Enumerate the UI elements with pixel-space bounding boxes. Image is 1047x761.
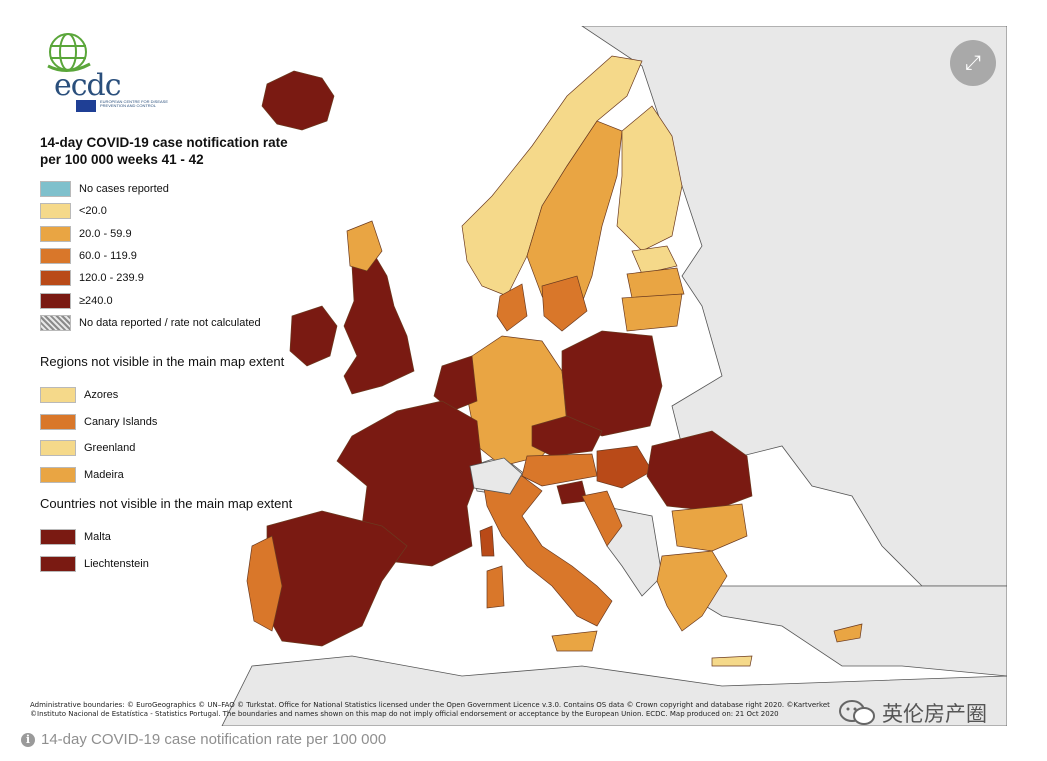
legend-item: 120.0 - 239.9 — [40, 267, 300, 289]
region-sardinia — [486, 565, 505, 609]
region-not-visible-item: Greenland — [40, 435, 300, 462]
legend-item: 60.0 - 119.9 — [40, 245, 300, 267]
countries-not-visible-items: Malta Liechtenstein — [40, 524, 300, 577]
region-portugal — [246, 535, 283, 632]
region-poland — [561, 330, 663, 437]
region-estonia — [631, 245, 678, 275]
region-ireland — [289, 305, 338, 367]
region-sicily — [551, 630, 598, 652]
legend-swatch — [40, 314, 71, 331]
legend-label: <20.0 — [79, 205, 107, 218]
legend-label: No data reported / rate not calculated — [79, 316, 261, 329]
wechat-icon — [839, 700, 875, 725]
region-finland — [616, 105, 683, 252]
legend-item: 20.0 - 59.9 — [40, 223, 300, 245]
region-sweden-south — [541, 275, 588, 332]
country-not-visible-label: Liechtenstein — [84, 557, 149, 570]
europe-map — [221, 26, 1007, 726]
region-not-visible-label: Canary Islands — [84, 415, 158, 428]
legend-label: 120.0 - 239.9 — [79, 272, 144, 285]
map-frame: ecdc EUROPEAN CENTRE FOR DISEASE PREVENT… — [22, 26, 1007, 726]
attribution-line-2: ©Instituto Nacional de Estatística - Sta… — [30, 710, 779, 718]
region-cyprus — [833, 623, 863, 643]
legend-item: ≥240.0 — [40, 289, 300, 311]
region-not-visible-swatch — [40, 466, 76, 483]
watermark-text: 英伦房产圈 — [882, 703, 987, 726]
eu-regions — [246, 55, 863, 667]
region-scotland — [346, 220, 383, 272]
image-caption: i 14-day COVID-19 case notification rate… — [21, 731, 386, 748]
region-uk — [343, 253, 415, 395]
region-not-visible-swatch — [40, 413, 76, 430]
region-romania — [646, 430, 753, 512]
region-slovenia — [556, 480, 588, 505]
legend-swatch — [40, 225, 71, 242]
logo-subtitle: EUROPEAN CENTRE FOR DISEASE PREVENTION A… — [100, 99, 169, 108]
country-not-visible-item: Liechtenstein — [40, 551, 300, 578]
info-icon: i — [21, 732, 35, 747]
legend-item: No data reported / rate not calculated — [40, 312, 300, 334]
region-not-visible-item: Madeira — [40, 462, 300, 489]
region-not-visible-swatch — [40, 387, 76, 404]
region-hungary — [596, 445, 653, 489]
region-latvia — [626, 267, 685, 299]
region-not-visible-label: Azores — [84, 389, 119, 402]
caption-text: 14-day COVID-19 case notification rate p… — [41, 731, 387, 748]
map-legend: 14-day COVID-19 case notification rate p… — [40, 134, 300, 577]
expand-button[interactable]: ⤢ — [950, 40, 996, 86]
country-not-visible-label: Malta — [84, 531, 111, 544]
region-denmark — [496, 283, 528, 332]
legend-swatch — [40, 203, 71, 220]
region-austria — [521, 453, 598, 487]
expand-arrows-icon: ⤢ — [965, 51, 981, 74]
legend-items: No cases reported <20.0 20.0 - 59.9 60.0 - … — [40, 178, 300, 334]
globe-icon — [47, 33, 91, 72]
region-bulgaria — [671, 503, 748, 552]
country-not-visible-swatch — [40, 555, 76, 572]
legend-label: 20.0 - 59.9 — [79, 227, 132, 240]
region-not-visible-swatch — [40, 440, 76, 457]
logo-wordmark: ecdc — [54, 68, 122, 103]
legend-swatch — [40, 248, 71, 265]
region-greece — [656, 550, 728, 632]
countries-not-visible-title: Countries not visible in the main map ex… — [40, 496, 293, 512]
legend-swatch — [40, 181, 71, 198]
attribution-text: Administrative boundaries: © EuroGeograp… — [30, 701, 830, 719]
watermark: 英伦房产圈 — [838, 698, 987, 726]
country-not-visible-item: Malta — [40, 524, 300, 551]
region-croatia — [581, 490, 623, 547]
region-iceland — [261, 70, 335, 131]
legend-label: ≥240.0 — [79, 294, 113, 307]
region-not-visible-item: Canary Islands — [40, 409, 300, 436]
region-italy — [481, 475, 613, 627]
region-corsica — [479, 525, 495, 557]
attribution-line-1: Administrative boundaries: © EuroGeograp… — [30, 701, 830, 709]
region-not-visible-label: Greenland — [84, 442, 136, 455]
region-crete — [711, 655, 753, 667]
country-not-visible-swatch — [40, 529, 76, 546]
region-benelux — [433, 355, 478, 412]
regions-not-visible-items: Azores Canary Islands Greenland Madeira — [40, 382, 300, 488]
legend-item: No cases reported — [40, 178, 300, 200]
legend-label: No cases reported — [79, 183, 169, 196]
ecdc-logo: ecdc EUROPEAN CENTRE FOR DISEASE PREVENT… — [40, 30, 168, 112]
legend-label: 60.0 - 119.9 — [79, 250, 137, 263]
legend-swatch — [40, 270, 71, 287]
eu-flag-icon — [76, 100, 96, 112]
region-lithuania — [621, 293, 683, 332]
region-czechia — [531, 415, 603, 457]
legend-item: <20.0 — [40, 200, 300, 222]
region-switzerland — [469, 457, 523, 495]
legend-swatch — [40, 292, 71, 309]
regions-not-visible-title: Regions not visible in the main map exte… — [40, 354, 285, 370]
region-not-visible-label: Madeira — [84, 468, 124, 481]
legend-title: 14-day COVID-19 case notification rate p… — [40, 135, 288, 167]
region-not-visible-item: Azores — [40, 382, 300, 409]
